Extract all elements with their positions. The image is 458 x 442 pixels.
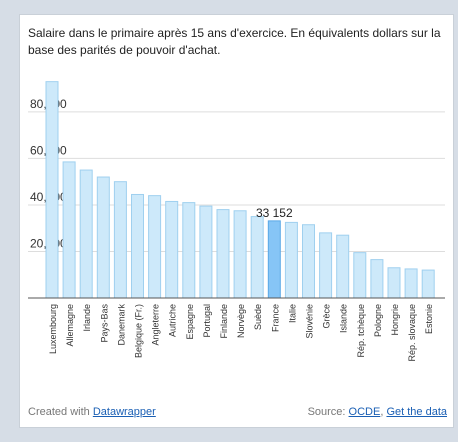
footer-credit: Created with Datawrapper [28, 406, 156, 418]
bar [421, 269, 435, 299]
bar [148, 195, 162, 299]
get-the-data-link[interactable]: Get the data [386, 406, 447, 418]
bar [336, 234, 350, 299]
x-tick-label: Irlande [82, 304, 92, 332]
x-tick-label: Luxembourg [48, 304, 58, 354]
x-tick-label: Hongrie [390, 304, 400, 336]
bar [182, 202, 196, 299]
created-with-text: Created with [28, 406, 90, 418]
footer-source: Source: OCDE, Get the data [308, 406, 447, 418]
x-tick-label: Espagne [185, 304, 195, 340]
bar [319, 232, 333, 299]
bar [284, 221, 298, 299]
bar [45, 81, 59, 299]
x-tick-label: Rép. tchèque [356, 304, 366, 358]
chart-title: Salaire dans le primaire après 15 ans d'… [28, 26, 441, 57]
x-tick-label: Islande [339, 304, 349, 333]
x-tick-label: Slovénie [305, 304, 315, 339]
bar [302, 224, 315, 299]
source-label: Source: [307, 406, 346, 418]
data-label: 33 152 [256, 206, 293, 220]
bar [165, 200, 179, 299]
bar [79, 169, 93, 299]
x-tick-label: Estonie [424, 304, 434, 334]
x-tick-label: Norvège [236, 304, 246, 338]
x-tick-label: France [270, 304, 280, 332]
bar [353, 252, 367, 299]
chart-container: Salaire dans le primaire après 15 ans d'… [19, 14, 454, 428]
bar [267, 220, 281, 299]
x-tick-label: Danemark [116, 304, 126, 346]
bar-chart: 20,00040,00060,00080,000LuxembourgAllema… [28, 81, 445, 362]
bar [404, 268, 418, 299]
x-tick-label: Italie [287, 304, 297, 323]
x-tick-label: Pologne [373, 304, 383, 337]
datawrapper-link[interactable]: Datawrapper [92, 406, 156, 418]
x-tick-label: Rép. slovaque [407, 304, 417, 362]
bar [62, 161, 76, 299]
x-tick-label: Finlande [219, 304, 229, 339]
x-tick-label: Autriche [168, 304, 178, 337]
bar [250, 216, 264, 299]
bar [216, 209, 230, 299]
x-tick-label: Angleterre [151, 304, 161, 346]
bar [96, 176, 110, 299]
source-ocde-link[interactable]: OCDE [348, 406, 381, 418]
x-tick-label: Allemagne [65, 304, 75, 347]
bar [113, 181, 127, 299]
x-tick-label: Portugal [202, 304, 212, 338]
x-tick-label: Pays-Bas [99, 304, 109, 343]
bar [370, 259, 384, 299]
x-tick-label: Grèce [322, 304, 332, 329]
x-tick-label: Suède [253, 304, 263, 330]
bar [131, 193, 144, 299]
source-separator: , [380, 406, 384, 418]
x-tick-label: Belgique (Fr.) [134, 304, 144, 358]
bar [233, 210, 247, 299]
bar [387, 267, 401, 299]
bar [199, 205, 213, 299]
